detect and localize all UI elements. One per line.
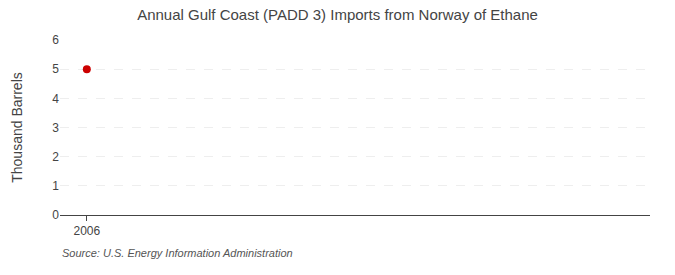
svg-text:4: 4 — [52, 92, 59, 106]
svg-text:0: 0 — [52, 208, 59, 222]
svg-text:Thousand Barrels: Thousand Barrels — [9, 72, 25, 183]
svg-text:1: 1 — [52, 179, 59, 193]
svg-text:Source: U.S. Energy Informatio: Source: U.S. Energy Information Administ… — [62, 247, 293, 259]
svg-text:5: 5 — [52, 62, 59, 76]
svg-text:6: 6 — [52, 33, 59, 47]
svg-text:2006: 2006 — [73, 224, 100, 238]
svg-text:2: 2 — [52, 150, 59, 164]
svg-text:3: 3 — [52, 121, 59, 135]
svg-text:Annual Gulf Coast (PADD 3) Imp: Annual Gulf Coast (PADD 3) Imports from … — [137, 6, 538, 23]
